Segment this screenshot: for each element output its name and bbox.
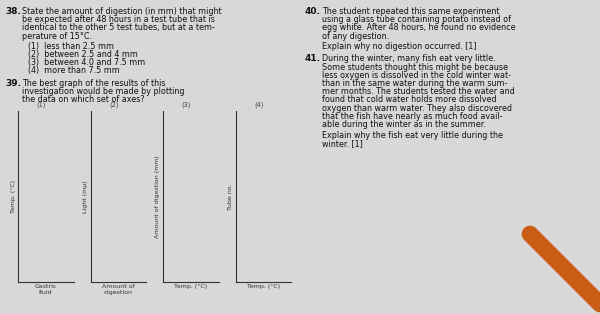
Text: Some students thought this might be because: Some students thought this might be beca… <box>322 63 508 72</box>
Text: 39.: 39. <box>5 78 21 88</box>
Text: Light (mμ): Light (mμ) <box>83 180 88 213</box>
Text: (1): (1) <box>37 102 46 108</box>
Text: winter. [1]: winter. [1] <box>322 139 363 148</box>
Text: the data on which set of axes?: the data on which set of axes? <box>22 95 145 104</box>
Text: (2)  between 2.5 and 4 mm: (2) between 2.5 and 4 mm <box>28 50 138 59</box>
Text: Temp. (°C): Temp. (°C) <box>174 284 208 289</box>
Text: 41.: 41. <box>305 54 321 63</box>
Text: perature of 15°C.: perature of 15°C. <box>22 32 92 41</box>
Text: (4)  more than 7.5 mm: (4) more than 7.5 mm <box>28 66 120 75</box>
Text: Tube no.: Tube no. <box>228 183 233 210</box>
Text: 38.: 38. <box>5 7 21 16</box>
Text: (2): (2) <box>109 102 119 108</box>
Text: Explain why no digestion occurred. [1]: Explain why no digestion occurred. [1] <box>322 42 476 51</box>
Text: The best graph of the results of this: The best graph of the results of this <box>22 78 166 88</box>
Text: found that cold water holds more dissolved: found that cold water holds more dissolv… <box>322 95 497 105</box>
Text: Gastric
fluid: Gastric fluid <box>35 284 57 295</box>
Text: oxygen than warm water. They also discovered: oxygen than warm water. They also discov… <box>322 104 512 113</box>
Text: (1)  less than 2.5 mm: (1) less than 2.5 mm <box>28 42 114 51</box>
Text: be expected after 48 hours in a test tube that is: be expected after 48 hours in a test tub… <box>22 15 215 24</box>
Text: During the winter, many fish eat very little.: During the winter, many fish eat very li… <box>322 54 496 63</box>
Text: mer months. The students tested the water and: mer months. The students tested the wate… <box>322 87 515 96</box>
Text: (4): (4) <box>254 102 263 108</box>
Text: State the amount of digestion (in mm) that might: State the amount of digestion (in mm) th… <box>22 7 221 16</box>
Text: Temp. (°C): Temp. (°C) <box>11 180 16 213</box>
Text: investigation would be made by plotting: investigation would be made by plotting <box>22 87 185 96</box>
Text: Amount of digestion (mm): Amount of digestion (mm) <box>155 155 161 238</box>
Text: using a glass tube containing potato instead of: using a glass tube containing potato ins… <box>322 15 511 24</box>
Text: identical to the other 5 test tubes, but at a tem-: identical to the other 5 test tubes, but… <box>22 24 215 32</box>
Text: 40.: 40. <box>305 7 321 16</box>
Text: Amount of
digestion: Amount of digestion <box>102 284 134 295</box>
Text: than in the same water during the warm sum-: than in the same water during the warm s… <box>322 79 508 88</box>
Text: able during the winter as in the summer.: able during the winter as in the summer. <box>322 120 486 129</box>
Text: (3): (3) <box>182 102 191 108</box>
Text: Temp. (°C): Temp. (°C) <box>247 284 280 289</box>
Text: that the fish have nearly as much food avail-: that the fish have nearly as much food a… <box>322 112 503 121</box>
Text: of any digestion.: of any digestion. <box>322 32 389 41</box>
Text: less oxygen is dissolved in the cold winter wat-: less oxygen is dissolved in the cold win… <box>322 71 511 80</box>
Text: egg white. After 48 hours, he found no evidence: egg white. After 48 hours, he found no e… <box>322 24 515 32</box>
Text: (3)  between 4.0 and 7.5 mm: (3) between 4.0 and 7.5 mm <box>28 58 145 67</box>
Text: The student repeated this same experiment: The student repeated this same experimen… <box>322 7 499 16</box>
Text: Explain why the fish eat very little during the: Explain why the fish eat very little dur… <box>322 131 503 140</box>
